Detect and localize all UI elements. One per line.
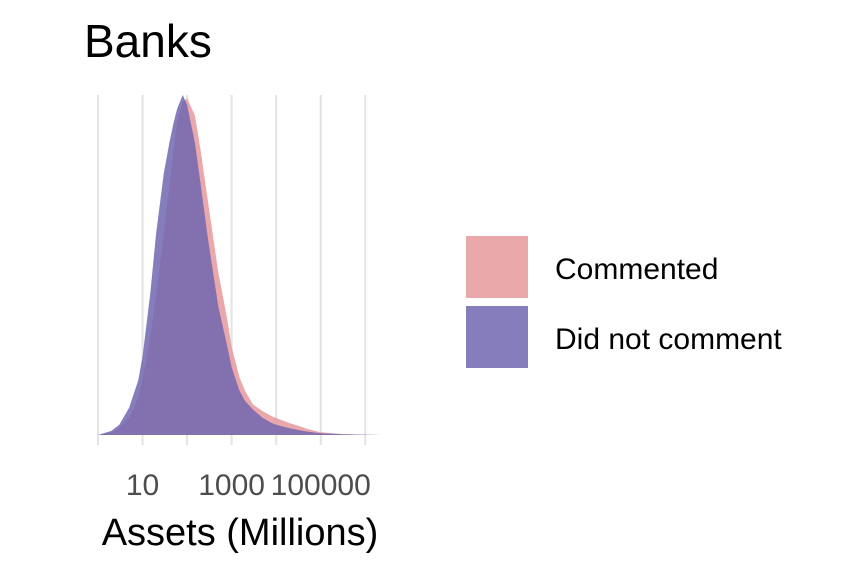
x-tick-label: 10: [126, 469, 159, 502]
legend-swatch: [466, 236, 528, 298]
density-area-did-not-comment: [98, 95, 383, 435]
legend-swatch: [466, 306, 528, 368]
legend-label: Commented: [555, 253, 718, 286]
legend-label: Did not comment: [555, 323, 782, 356]
gridlines: [97, 95, 367, 445]
density-areas: [98, 95, 383, 436]
x-tick-label: 1000: [198, 469, 265, 502]
chart-title: Banks: [84, 15, 212, 67]
x-tick-label: 100000: [271, 469, 371, 502]
x-axis-ticks: 10 1000 100000: [126, 469, 371, 502]
legend: Commented Did not comment: [466, 236, 782, 368]
x-axis-title: Assets (Millions): [102, 512, 379, 554]
